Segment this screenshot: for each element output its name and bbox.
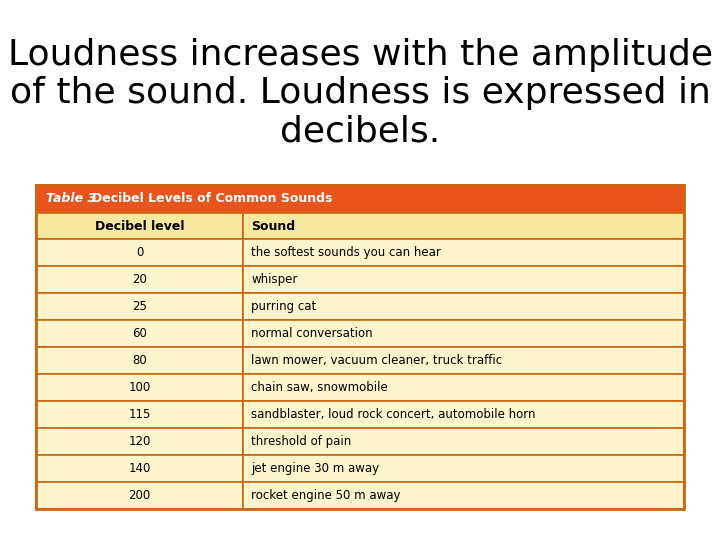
Text: 140: 140: [128, 462, 151, 475]
Text: whisper: whisper: [251, 273, 298, 286]
Bar: [36, 455, 243, 482]
Text: purring cat: purring cat: [251, 300, 317, 313]
Bar: [243, 401, 684, 428]
Text: 115: 115: [128, 408, 151, 421]
Bar: [243, 428, 684, 455]
Bar: [36, 185, 684, 213]
Bar: [36, 428, 243, 455]
Text: 100: 100: [129, 381, 150, 394]
Bar: [36, 482, 243, 509]
Text: chain saw, snowmobile: chain saw, snowmobile: [251, 381, 388, 394]
Bar: [36, 374, 243, 401]
Text: 60: 60: [132, 327, 147, 340]
Bar: [243, 374, 684, 401]
Bar: [36, 320, 243, 347]
Bar: [243, 239, 684, 266]
Text: threshold of pain: threshold of pain: [251, 435, 351, 448]
Bar: [36, 239, 243, 266]
Bar: [36, 347, 243, 374]
Bar: [36, 185, 684, 509]
Text: Sound: Sound: [251, 219, 295, 233]
Text: 200: 200: [129, 489, 150, 502]
Text: 80: 80: [132, 354, 147, 367]
Text: 20: 20: [132, 273, 147, 286]
Bar: [243, 347, 684, 374]
Bar: [36, 293, 243, 320]
Bar: [243, 320, 684, 347]
Text: 0: 0: [136, 246, 143, 259]
Text: 120: 120: [128, 435, 151, 448]
Text: sandblaster, loud rock concert, automobile horn: sandblaster, loud rock concert, automobi…: [251, 408, 536, 421]
Bar: [243, 293, 684, 320]
Text: jet engine 30 m away: jet engine 30 m away: [251, 462, 379, 475]
Bar: [36, 401, 243, 428]
Text: 25: 25: [132, 300, 147, 313]
Bar: [243, 266, 684, 293]
Text: normal conversation: normal conversation: [251, 327, 373, 340]
Bar: [36, 213, 243, 239]
Text: of the sound. Loudness is expressed in: of the sound. Loudness is expressed in: [9, 76, 711, 110]
Text: lawn mower, vacuum cleaner, truck traffic: lawn mower, vacuum cleaner, truck traffi…: [251, 354, 503, 367]
Bar: [243, 213, 684, 239]
Text: decibels.: decibels.: [280, 114, 440, 148]
Bar: [243, 482, 684, 509]
Bar: [243, 455, 684, 482]
Text: Decibel level: Decibel level: [95, 219, 184, 233]
Text: Decibel Levels of Common Sounds: Decibel Levels of Common Sounds: [92, 192, 333, 206]
Text: rocket engine 50 m away: rocket engine 50 m away: [251, 489, 401, 502]
Text: the softest sounds you can hear: the softest sounds you can hear: [251, 246, 441, 259]
Bar: [36, 266, 243, 293]
Text: Table 3: Table 3: [46, 192, 101, 206]
Text: Loudness increases with the amplitude: Loudness increases with the amplitude: [7, 38, 713, 72]
